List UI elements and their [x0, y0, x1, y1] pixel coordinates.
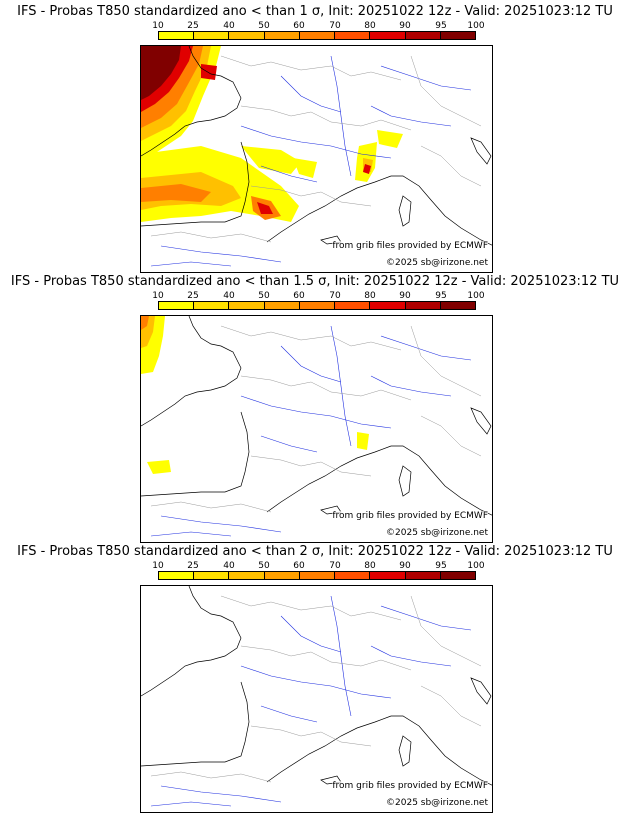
- forecast-panel-1sigma: IFS - Probas T850 standardized ano < tha…: [0, 4, 630, 273]
- colorbar-tick: 50: [258, 291, 270, 301]
- colorbar-tick: 90: [399, 561, 411, 571]
- colorbar-segment: [264, 32, 300, 39]
- probability-shading: [141, 46, 403, 222]
- colorbar-segment: [370, 572, 406, 579]
- colorbar-segment: [370, 302, 406, 309]
- colorbar-tick: 100: [467, 21, 485, 31]
- colorbar-tick: 70: [329, 561, 341, 571]
- colorbar-segment: [370, 32, 406, 39]
- map-graphic: [141, 46, 492, 267]
- colorbar: [158, 571, 476, 580]
- colorbar-tick: 25: [187, 561, 199, 571]
- colorbar-tick: 80: [364, 291, 376, 301]
- colorbar-tick: 40: [223, 291, 235, 301]
- colorbar-segment: [159, 302, 195, 309]
- colorbar-tick: 90: [399, 21, 411, 31]
- colorbar-segment: [264, 302, 300, 309]
- colorbar-segment: [229, 572, 265, 579]
- borders: [150, 595, 482, 783]
- colorbar-tick: 50: [258, 561, 270, 571]
- colorbar-segment: [299, 572, 336, 579]
- forecast-panel-1-5sigma: IFS - Probas T850 standardized ano < tha…: [0, 274, 630, 543]
- colorbar-tick: 60: [293, 561, 305, 571]
- colorbar-segment: [264, 572, 300, 579]
- credit-copyright: ©2025 sb@irizone.net: [386, 528, 488, 539]
- colorbar: [158, 31, 476, 40]
- colorbar-segment: [159, 32, 195, 39]
- colorbar-tick-labels: 10 25 40 50 60 70 80 90 95 100: [152, 561, 484, 571]
- colorbar-tick: 10: [152, 291, 164, 301]
- colorbar-segment: [194, 302, 230, 309]
- colorbar-tick: 90: [399, 291, 411, 301]
- colorbar-tick: 40: [223, 561, 235, 571]
- credit-data-source: from grib files provided by ECMWF: [332, 781, 488, 792]
- colorbar-tick: 70: [329, 21, 341, 31]
- colorbar-tick: 80: [364, 561, 376, 571]
- credit-copyright: ©2025 sb@irizone.net: [386, 258, 488, 269]
- colorbar-tick: 95: [435, 291, 447, 301]
- colorbar-tick: 10: [152, 21, 164, 31]
- probability-map: from grib files provided by ECMWF ©2025 …: [140, 585, 493, 813]
- colorbar-segment: [335, 572, 371, 579]
- colorbar-segment: [335, 302, 371, 309]
- colorbar-segment: [229, 32, 265, 39]
- colorbar-tick-labels: 10 25 40 50 60 70 80 90 95 100: [152, 291, 484, 301]
- panel-title: IFS - Probas T850 standardized ano < tha…: [17, 4, 613, 19]
- colorbar-tick: 60: [293, 21, 305, 31]
- map-graphic: [141, 586, 492, 807]
- colorbar-segment: [194, 572, 230, 579]
- colorbar-tick: 60: [293, 291, 305, 301]
- colorbar-segment: [335, 32, 371, 39]
- colorbar-segment: [194, 32, 230, 39]
- rivers: [150, 595, 472, 807]
- colorbar-segment: [440, 32, 475, 39]
- colorbar-tick: 25: [187, 21, 199, 31]
- colorbar-tick-labels: 10 25 40 50 60 70 80 90 95 100: [152, 21, 484, 31]
- colorbar-tick: 70: [329, 291, 341, 301]
- colorbar-tick: 25: [187, 291, 199, 301]
- probability-map: from grib files provided by ECMWF ©2025 …: [140, 45, 493, 273]
- rivers: [150, 325, 472, 537]
- colorbar-tick: 80: [364, 21, 376, 31]
- colorbar-segment: [440, 302, 475, 309]
- colorbar-segment: [299, 302, 336, 309]
- colorbar-tick: 100: [467, 561, 485, 571]
- colorbar-segment: [229, 302, 265, 309]
- colorbar-segment: [405, 302, 441, 309]
- colorbar-tick: 95: [435, 561, 447, 571]
- colorbar: [158, 301, 476, 310]
- colorbar-tick: 40: [223, 21, 235, 31]
- coastlines: [141, 586, 492, 786]
- forecast-panel-2sigma: IFS - Probas T850 standardized ano < tha…: [0, 544, 630, 813]
- colorbar-segment: [405, 32, 441, 39]
- coastlines: [141, 316, 492, 516]
- colorbar-tick: 100: [467, 291, 485, 301]
- map-graphic: [141, 316, 492, 537]
- colorbar-segment: [405, 572, 441, 579]
- borders: [150, 325, 482, 513]
- rivers: [150, 55, 472, 267]
- colorbar-segment: [299, 32, 336, 39]
- credit-data-source: from grib files provided by ECMWF: [332, 511, 488, 522]
- borders: [150, 55, 482, 243]
- colorbar-tick: 95: [435, 21, 447, 31]
- probability-shading: [141, 316, 369, 474]
- probability-map: from grib files provided by ECMWF ©2025 …: [140, 315, 493, 543]
- colorbar-tick: 50: [258, 21, 270, 31]
- panel-title: IFS - Probas T850 standardized ano < tha…: [17, 544, 613, 559]
- colorbar-segment: [440, 572, 475, 579]
- colorbar-tick: 10: [152, 561, 164, 571]
- credit-copyright: ©2025 sb@irizone.net: [386, 798, 488, 809]
- credit-data-source: from grib files provided by ECMWF: [332, 241, 488, 252]
- panel-title: IFS - Probas T850 standardized ano < tha…: [10, 274, 620, 289]
- colorbar-segment: [159, 572, 195, 579]
